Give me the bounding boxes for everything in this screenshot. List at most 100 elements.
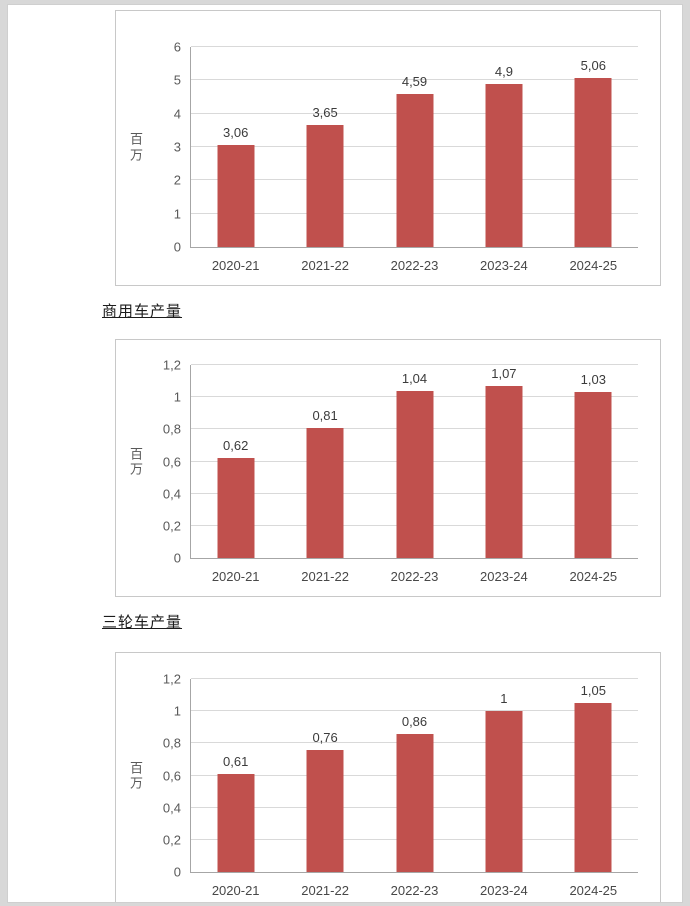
y-axis-title: 百万 bbox=[130, 760, 143, 791]
bar-2024-25: 5,06 bbox=[574, 58, 612, 247]
x-tick-label-2023-24: 2023-24 bbox=[480, 258, 528, 273]
bar-2022-23: 1,04 bbox=[396, 371, 433, 558]
y-axis-title-wrap: 百万 bbox=[128, 679, 152, 872]
y-tick-label: 2 bbox=[173, 172, 181, 188]
bar-value-label: 1,07 bbox=[491, 365, 517, 381]
y-tick-label: 1,2 bbox=[162, 671, 181, 687]
x-tick-label-2024-25: 2024-25 bbox=[569, 258, 618, 273]
chart-body: 百万 0 1 2 3 4 5 6 3,06 3,65 4,59 4,9 5,06 bbox=[116, 11, 660, 255]
x-tick-label-2023-24: 2023-24 bbox=[480, 569, 528, 584]
plot-area: 0,62 0,81 1,04 1,07 1,03 bbox=[190, 364, 638, 559]
bar-value-label: 0,86 bbox=[401, 713, 428, 729]
y-axis-title-char: 万 bbox=[130, 461, 144, 477]
bar-chart-vehicle-production-1: 百万 0 1 2 3 4 5 6 3,06 3,65 4,59 4,9 5,06 2020-21 2021-… bbox=[115, 10, 661, 286]
bar-2023-24: 1 bbox=[485, 691, 523, 872]
bar-value-label: 3,06 bbox=[223, 125, 249, 140]
bar-2023-24: 4,9 bbox=[485, 64, 523, 247]
y-axis-ticks: 0 0,2 0,4 0,6 0,8 1 1,2 bbox=[152, 672, 190, 880]
bar-value-label: 0,76 bbox=[312, 729, 338, 745]
y-axis-title-char: 百 bbox=[130, 759, 144, 775]
bar-value-label: 0,62 bbox=[223, 438, 249, 454]
bar-2022-23: 0,86 bbox=[396, 714, 433, 872]
bar-2021-22: 0,81 bbox=[306, 408, 344, 558]
x-tick-label-2021-22: 2021-22 bbox=[301, 883, 349, 898]
y-axis-title: 百万 bbox=[130, 446, 143, 477]
x-tick-label-2020-21: 2020-21 bbox=[211, 883, 260, 898]
y-tick-label: 6 bbox=[173, 39, 181, 55]
gridline bbox=[191, 46, 638, 47]
bar-value-label: 5,06 bbox=[580, 58, 606, 74]
x-axis-labels: 2020-21 2021-22 2022-23 2023-24 2024-25 bbox=[191, 559, 638, 596]
bar-chart-commercial-vehicle-production: 百万 0 0,2 0,4 0,6 0,8 1 1,2 0,62 0,81 1,04 1,07 1,03 2… bbox=[115, 339, 661, 597]
gridline bbox=[191, 79, 638, 81]
y-tick-label: 1 bbox=[173, 703, 181, 719]
bar-2021-22: 3,65 bbox=[306, 105, 344, 247]
bar-2021-22: 0,76 bbox=[306, 730, 344, 872]
bar-value-label: 0,61 bbox=[223, 753, 249, 769]
y-tick-label: 0,6 bbox=[162, 768, 181, 783]
bar-2020-21: 3,06 bbox=[217, 125, 255, 247]
bar-value-label: 3,65 bbox=[312, 105, 338, 121]
bar-chart-three-wheeler-production: 百万 0 0,2 0,4 0,6 0,8 1 1,2 0,61 0,76 0,86 1 1,05 2020… bbox=[115, 652, 661, 902]
y-axis-title-char: 万 bbox=[130, 775, 144, 791]
y-tick-label: 0 bbox=[173, 239, 181, 255]
y-axis-title-char: 百 bbox=[130, 445, 144, 461]
bar-value-label: 4,9 bbox=[494, 63, 513, 79]
bar-value-label: 1,05 bbox=[580, 683, 606, 699]
document-page: 百万 0 1 2 3 4 5 6 3,06 3,65 4,59 4,9 5,06 2020-21 2021-… bbox=[7, 4, 683, 903]
y-tick-label: 0,2 bbox=[162, 832, 181, 848]
y-tick-label: 0,6 bbox=[162, 454, 181, 469]
gridline bbox=[191, 710, 638, 712]
bar-value-label: 1 bbox=[500, 691, 508, 707]
y-tick-label: 0 bbox=[173, 550, 181, 566]
y-tick-label: 0,8 bbox=[162, 421, 181, 437]
chart-body: 百万 0 0,2 0,4 0,6 0,8 1 1,2 0,62 0,81 1,04 1,07 1,03 bbox=[116, 340, 660, 566]
y-tick-label: 4 bbox=[173, 106, 181, 122]
y-axis-ticks: 0 1 2 3 4 5 6 bbox=[152, 40, 190, 255]
x-axis-labels: 2020-21 2021-22 2022-23 2023-24 2024-25 bbox=[191, 873, 638, 902]
bar-2020-21: 0,62 bbox=[217, 438, 255, 558]
x-axis-labels: 2020-21 2021-22 2022-23 2023-24 2024-25 bbox=[191, 248, 638, 285]
bar-2024-25: 1,05 bbox=[574, 683, 612, 872]
bar-value-label: 0,81 bbox=[312, 407, 338, 423]
plot-area: 0,61 0,76 0,86 1 1,05 bbox=[190, 678, 638, 873]
y-axis-ticks: 0 0,2 0,4 0,6 0,8 1 1,2 bbox=[152, 358, 190, 566]
y-tick-label: 0,2 bbox=[162, 518, 181, 534]
x-tick-label-2020-21: 2020-21 bbox=[211, 569, 260, 584]
y-tick-label: 1 bbox=[173, 206, 181, 222]
y-axis-title-char: 百 bbox=[130, 131, 144, 147]
x-tick-label-2024-25: 2024-25 bbox=[569, 569, 618, 584]
y-axis-title-char: 万 bbox=[130, 147, 144, 162]
y-axis-title: 百万 bbox=[130, 131, 143, 162]
x-tick-label-2021-22: 2021-22 bbox=[301, 258, 349, 273]
section-title-three-wheeler-production: 三轮车产量 bbox=[102, 614, 183, 631]
gridline bbox=[191, 678, 638, 679]
x-tick-label-2020-21: 2020-21 bbox=[211, 258, 260, 273]
y-tick-label: 1,2 bbox=[162, 357, 181, 373]
bar-value-label: 1,03 bbox=[580, 372, 606, 388]
plot-area: 3,06 3,65 4,59 4,9 5,06 bbox=[190, 46, 638, 248]
y-tick-label: 0,4 bbox=[162, 486, 181, 502]
section-title-commercial-vehicle-production: 商用车产量 bbox=[102, 303, 183, 320]
x-tick-label-2022-23: 2022-23 bbox=[390, 258, 439, 273]
x-tick-label-2022-23: 2022-23 bbox=[390, 883, 439, 898]
y-tick-label: 5 bbox=[173, 72, 181, 88]
x-tick-label-2024-25: 2024-25 bbox=[569, 883, 618, 898]
bar-2023-24: 1,07 bbox=[485, 366, 523, 558]
x-tick-label-2021-22: 2021-22 bbox=[301, 569, 349, 584]
bar-value-label: 4,59 bbox=[401, 74, 428, 89]
y-tick-label: 0,4 bbox=[162, 800, 181, 816]
y-tick-label: 0 bbox=[173, 864, 181, 880]
chart-body: 百万 0 0,2 0,4 0,6 0,8 1 1,2 0,61 0,76 0,86 1 1,05 bbox=[116, 653, 660, 880]
bar-2022-23: 4,59 bbox=[396, 74, 433, 247]
bar-value-label: 1,04 bbox=[401, 370, 428, 386]
x-tick-label-2022-23: 2022-23 bbox=[390, 569, 439, 584]
y-tick-label: 0,8 bbox=[162, 735, 181, 751]
y-axis-title-wrap: 百万 bbox=[128, 47, 152, 247]
y-axis-title-wrap: 百万 bbox=[128, 365, 152, 558]
bar-2020-21: 0,61 bbox=[217, 754, 255, 872]
bar-2024-25: 1,03 bbox=[574, 372, 612, 558]
gridline bbox=[191, 364, 638, 365]
x-tick-label-2023-24: 2023-24 bbox=[480, 883, 528, 898]
y-tick-label: 3 bbox=[173, 139, 181, 155]
